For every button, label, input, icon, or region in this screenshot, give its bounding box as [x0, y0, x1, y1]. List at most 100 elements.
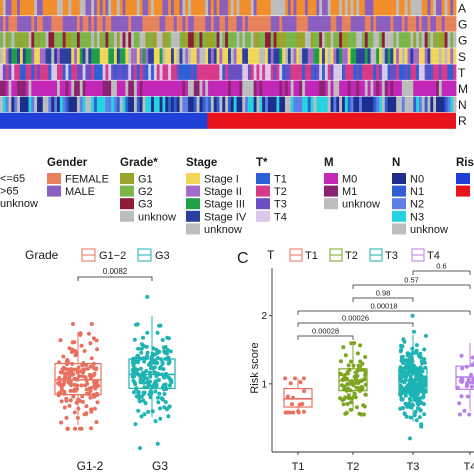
heatmap-cell — [421, 0, 426, 16]
heatmap-cell — [410, 96, 414, 113]
heatmap-risk-high — [207, 112, 456, 129]
heatmap-cell — [290, 48, 294, 64]
heatmap-cell — [279, 96, 283, 113]
heatmap-cell — [31, 80, 35, 96]
legend-label: Stage I — [204, 174, 239, 186]
heatmap-cell — [74, 48, 78, 64]
heatmap-cell — [282, 32, 286, 48]
heatmap-cell — [333, 96, 337, 113]
heatmap-cell — [259, 48, 263, 64]
heatmap-cell — [74, 64, 78, 80]
legend-label: N2 — [410, 199, 424, 211]
heatmap-cell — [364, 16, 369, 32]
heatmap-cell — [407, 80, 411, 96]
heatmap-cell — [287, 0, 292, 16]
heatmap-cell — [336, 16, 340, 32]
heatmap-cell — [270, 80, 274, 96]
heatmap-cell — [430, 48, 434, 64]
data-point — [398, 392, 403, 397]
heatmap-cell — [387, 16, 391, 32]
heatmap-cell — [256, 16, 260, 32]
data-point — [348, 407, 353, 412]
heatmap-cell — [142, 32, 146, 48]
heatmap-cell — [267, 80, 272, 96]
heatmap-cell — [356, 96, 360, 113]
legend-label: G3 — [155, 250, 170, 262]
heatmap-cell — [324, 0, 329, 16]
data-point — [91, 336, 96, 341]
heatmap-cell — [208, 96, 212, 113]
heatmap-cell — [122, 32, 126, 48]
legend-swatch — [256, 210, 270, 222]
data-point — [166, 336, 171, 341]
heatmap-cell — [396, 16, 400, 32]
heatmap-cell — [347, 0, 351, 16]
heatmap-cell — [94, 16, 98, 32]
heatmap-cell — [182, 96, 186, 113]
heatmap-cell — [96, 64, 101, 80]
data-point — [72, 410, 77, 415]
data-point — [415, 399, 420, 404]
heatmap-cell — [128, 64, 132, 80]
heatmap-cell — [282, 0, 286, 16]
heatmap-cell — [182, 32, 186, 48]
heatmap-cell — [156, 64, 160, 80]
heatmap-cell — [2, 80, 7, 96]
heatmap-cell — [188, 80, 192, 96]
data-point — [342, 373, 347, 378]
heatmap-cell — [68, 96, 72, 113]
heatmap-cell — [267, 0, 272, 16]
heatmap-cell — [245, 80, 249, 96]
heatmap-cell — [324, 16, 329, 32]
heatmap-cell — [370, 80, 374, 96]
heatmap-cell — [96, 0, 101, 16]
heatmap-cell — [188, 16, 192, 32]
heatmap-cell — [11, 32, 15, 48]
heatmap-cell — [225, 48, 229, 64]
heatmap-cell — [396, 80, 400, 96]
heatmap-cell — [2, 0, 7, 16]
heatmap-cell — [436, 16, 440, 32]
legend-label: unknow — [410, 224, 448, 236]
heatmap-cell — [136, 64, 141, 80]
data-point — [155, 441, 160, 446]
heatmap-cell — [225, 80, 229, 96]
heatmap-cell — [384, 96, 388, 113]
data-point — [135, 353, 140, 358]
heatmap-cell — [276, 80, 280, 96]
data-point — [88, 395, 93, 400]
heatmap-cell — [145, 32, 149, 48]
heatmap-cell — [364, 0, 369, 16]
heatmap-cell — [28, 48, 32, 64]
heatmap-cell — [390, 32, 394, 48]
heatmap-cell — [404, 80, 408, 96]
heatmap-cell — [119, 48, 123, 64]
heatmap-cell — [133, 48, 138, 64]
heatmap-cell — [336, 0, 340, 16]
heatmap-cell — [119, 64, 123, 80]
heatmap-cell — [242, 48, 246, 64]
heatmap-cell — [142, 64, 146, 80]
heatmap-cell — [96, 32, 101, 48]
heatmap-cell — [364, 48, 369, 64]
data-point — [167, 405, 172, 410]
legend-label: G2 — [138, 186, 153, 198]
heatmap-cell — [381, 0, 386, 16]
heatmap-cell — [287, 64, 292, 80]
heatmap-cell — [333, 16, 337, 32]
heatmap-cell — [48, 0, 52, 16]
heatmap-cell — [262, 96, 266, 113]
heatmap-cell — [404, 64, 408, 80]
data-point — [162, 405, 167, 410]
data-point — [466, 377, 471, 382]
heatmap-cell — [330, 16, 334, 32]
heatmap-cell — [230, 0, 235, 16]
heatmap-cell — [424, 96, 428, 113]
heatmap-cell — [401, 80, 406, 96]
heatmap-cell — [37, 96, 41, 113]
heatmap-cell — [379, 80, 383, 96]
heatmap-cell — [387, 64, 391, 80]
heatmap-cell — [361, 0, 366, 16]
heatmap-row-label: T — [458, 66, 466, 80]
